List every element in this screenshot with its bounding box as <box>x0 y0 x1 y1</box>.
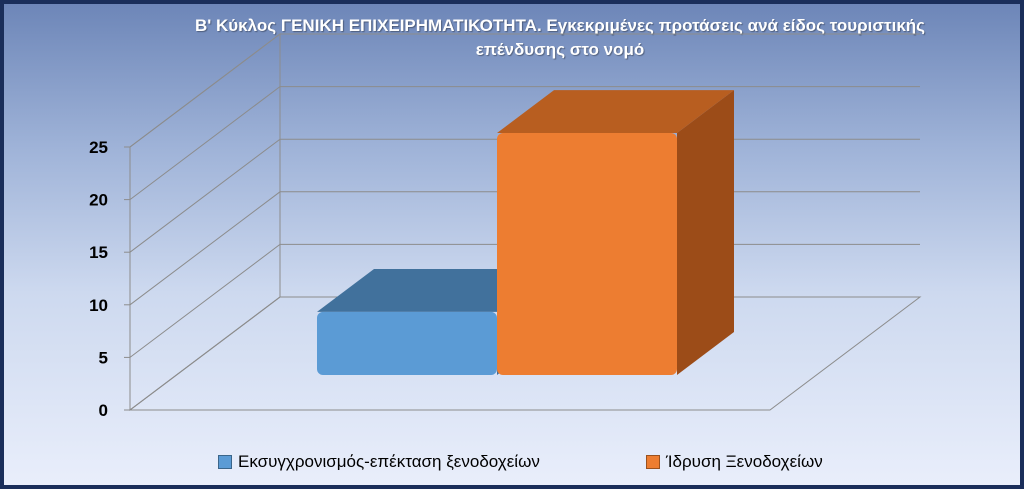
bar-top-1 <box>497 90 734 134</box>
legend-label-modernization: Εκσυγχρονισμός-επέκταση ξενοδοχείων <box>238 452 540 471</box>
gridline-20 <box>129 86 920 200</box>
legend-swatch-founding <box>646 455 660 469</box>
y-tick-label-15: 15 <box>89 243 108 262</box>
legend-label-founding: Ίδρυση Ξενοδοχείων <box>666 452 823 471</box>
bar-top-0 <box>317 268 554 312</box>
chart-title-line-1: Β' Κύκλος ΓΕΝΙΚΗ ΕΠΙΧΕΙΡΗΜΑΤΙΚΟΤΗΤΑ. Εγκ… <box>194 16 926 35</box>
legend-item-modernization: Εκσυγχρονισμός-επέκταση ξενοδοχείων <box>218 452 540 472</box>
chart-title-line-2: επένδυσης στο νομό <box>475 40 645 59</box>
y-tick-label-25: 25 <box>89 138 108 157</box>
bar-1 <box>497 90 734 375</box>
y-tick-label-20: 20 <box>89 191 108 210</box>
bar-front-1 <box>497 133 677 375</box>
legend-item-founding: Ίδρυση Ξενοδοχείων <box>646 452 823 472</box>
y-tick-label-5: 5 <box>99 348 108 367</box>
bar-side-1 <box>677 90 734 375</box>
y-tick-label-10: 10 <box>89 296 108 315</box>
bar-front-0 <box>317 311 497 375</box>
chart-title: Β' Κύκλος ΓΕΝΙΚΗ ΕΠΙΧΕΙΡΗΜΑΤΙΚΟΤΗΤΑ. Εγκ… <box>100 14 1020 62</box>
y-tick-label-0: 0 <box>99 401 108 420</box>
legend-swatch-modernization <box>218 455 232 469</box>
gridline-25 <box>129 33 920 148</box>
legend: Εκσυγχρονισμός-επέκταση ξενοδοχείων Ίδρυ… <box>0 452 1024 476</box>
